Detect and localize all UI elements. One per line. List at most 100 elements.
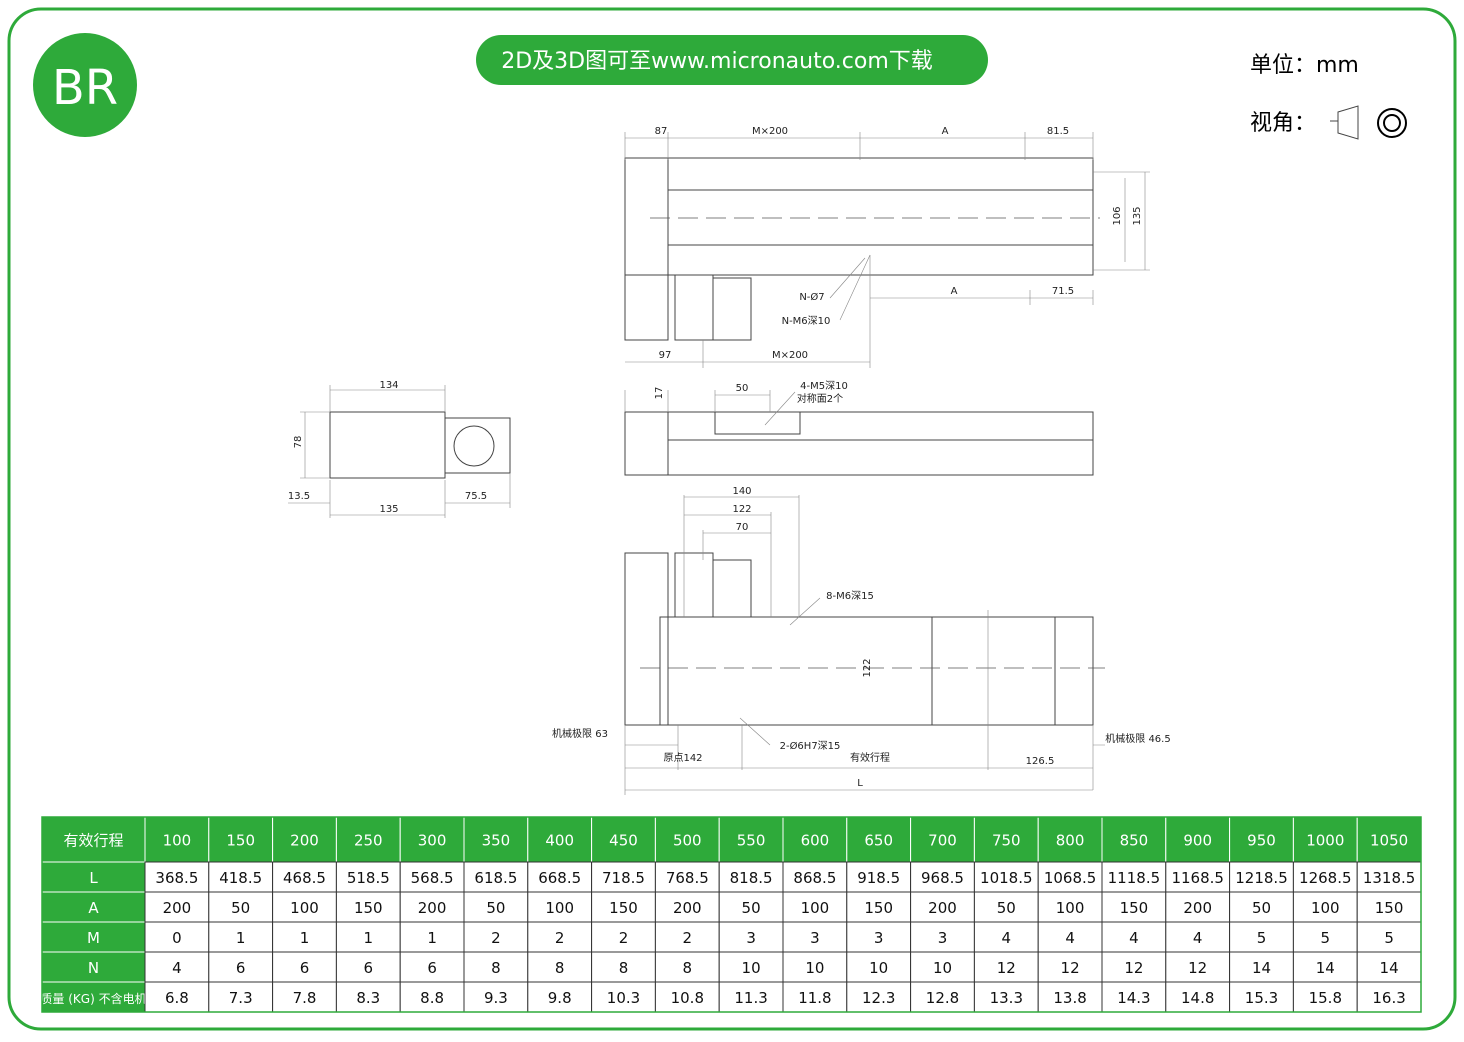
table-text: 200 bbox=[290, 832, 319, 850]
table-text: 12 bbox=[997, 959, 1016, 977]
table-text: 8 bbox=[683, 959, 693, 977]
table-text: 8 bbox=[555, 959, 565, 977]
dimension-label: A bbox=[942, 126, 949, 137]
table-text: 818.5 bbox=[730, 869, 773, 887]
dimension-label: 50 bbox=[736, 383, 749, 394]
table-cell bbox=[846, 981, 912, 1013]
table-text: 150 bbox=[1120, 899, 1149, 917]
side-view bbox=[624, 390, 1094, 476]
table-text: 150 bbox=[354, 899, 383, 917]
dimension-label: 140 bbox=[732, 486, 751, 497]
badge bbox=[33, 33, 137, 137]
dimension-label: 机械极限 46.5 bbox=[1105, 732, 1170, 745]
table-text: 600 bbox=[801, 832, 830, 850]
table-cell bbox=[1356, 861, 1422, 893]
table-text: 100 bbox=[801, 899, 830, 917]
table-text: 950 bbox=[1247, 832, 1276, 850]
table-text: 568.5 bbox=[411, 869, 454, 887]
table-cell bbox=[1101, 891, 1167, 923]
table-text: 12.8 bbox=[926, 989, 959, 1007]
table-text: 3 bbox=[746, 929, 756, 947]
dimension-label: 13.5 bbox=[288, 491, 310, 502]
table-text: 618.5 bbox=[474, 869, 517, 887]
table-text: 13.3 bbox=[990, 989, 1023, 1007]
table-text: 100 bbox=[163, 832, 192, 850]
end-view bbox=[288, 385, 511, 518]
table-text: 50 bbox=[1252, 899, 1271, 917]
dimension-label: 78 bbox=[293, 436, 304, 449]
table-cell bbox=[654, 981, 720, 1013]
table-text: 1168.5 bbox=[1171, 869, 1224, 887]
table-text: 15.8 bbox=[1309, 989, 1342, 1007]
table-text: 3 bbox=[810, 929, 820, 947]
table-text: 4 bbox=[172, 959, 182, 977]
table-cell bbox=[1292, 921, 1358, 953]
table-text: 12 bbox=[1124, 959, 1143, 977]
table-cell bbox=[591, 921, 656, 953]
dimension-label: 2-Ø6H7深15 bbox=[780, 740, 841, 752]
table-text: 850 bbox=[1120, 832, 1149, 850]
spec-table: 有效行程 100 150 200 250 300 350 400 450 500 550 600 650… bbox=[40, 816, 1422, 1013]
table-cell bbox=[399, 816, 465, 863]
table-cell bbox=[208, 816, 274, 863]
table-cell bbox=[591, 891, 656, 923]
table-text: 150 bbox=[609, 899, 638, 917]
table-cell bbox=[335, 861, 401, 893]
table-text: 14 bbox=[1380, 959, 1399, 977]
table-text: 14.8 bbox=[1181, 989, 1214, 1007]
table-text: 10 bbox=[805, 959, 824, 977]
table-cell bbox=[846, 891, 912, 923]
table-text: 4 bbox=[1065, 929, 1075, 947]
table-text: 15.3 bbox=[1245, 989, 1278, 1007]
table-text: 450 bbox=[609, 832, 638, 850]
table-cell bbox=[910, 981, 975, 1013]
dimension-label: 126.5 bbox=[1026, 756, 1055, 767]
table-text: 6.8 bbox=[165, 989, 189, 1007]
table-text: 518.5 bbox=[347, 869, 390, 887]
table-cell bbox=[654, 921, 720, 953]
table-cell bbox=[782, 981, 848, 1013]
table-text: 368.5 bbox=[155, 869, 198, 887]
table-text: 14 bbox=[1316, 959, 1335, 977]
table-cell bbox=[527, 921, 593, 953]
table-text: 2 bbox=[491, 929, 501, 947]
table-cell bbox=[1292, 951, 1358, 983]
dimension-label: 122 bbox=[732, 504, 751, 515]
table-text: 1 bbox=[427, 929, 437, 947]
table-cell bbox=[1356, 951, 1422, 983]
table-cell bbox=[973, 891, 1039, 923]
table-cell bbox=[41, 951, 146, 983]
table-text: 968.5 bbox=[921, 869, 964, 887]
dimension-label: 有效行程 bbox=[850, 751, 890, 764]
dimension-label: L bbox=[857, 778, 863, 789]
dimension-label: 原点142 bbox=[663, 752, 702, 764]
table-cell bbox=[782, 891, 848, 923]
table-text: 8 bbox=[491, 959, 501, 977]
table-cell bbox=[144, 981, 210, 1013]
table-cell bbox=[1037, 981, 1103, 1013]
dimension-label: 81.5 bbox=[1047, 126, 1069, 137]
table-cell bbox=[335, 891, 401, 923]
table-text: 13.8 bbox=[1053, 989, 1086, 1007]
table-text: 9.3 bbox=[484, 989, 508, 1007]
table-border bbox=[41, 816, 1422, 1013]
table-text: 8.3 bbox=[356, 989, 380, 1007]
table-text: 6 bbox=[427, 959, 437, 977]
table-text: 768.5 bbox=[666, 869, 709, 887]
table-text: 100 bbox=[1311, 899, 1340, 917]
table-text: 350 bbox=[482, 832, 511, 850]
table-cell bbox=[41, 816, 146, 863]
table-cell bbox=[654, 861, 720, 893]
table-text: 2 bbox=[683, 929, 693, 947]
table-text: 668.5 bbox=[538, 869, 581, 887]
table-text: 1 bbox=[236, 929, 246, 947]
table-text: 1068.5 bbox=[1044, 869, 1097, 887]
badge-text: BR bbox=[52, 60, 118, 116]
table-cell bbox=[272, 861, 337, 893]
table-cell bbox=[846, 861, 912, 893]
table-text: 10 bbox=[742, 959, 761, 977]
table-cell bbox=[910, 891, 975, 923]
table-text: 700 bbox=[928, 832, 957, 850]
table-cell bbox=[1292, 861, 1358, 893]
